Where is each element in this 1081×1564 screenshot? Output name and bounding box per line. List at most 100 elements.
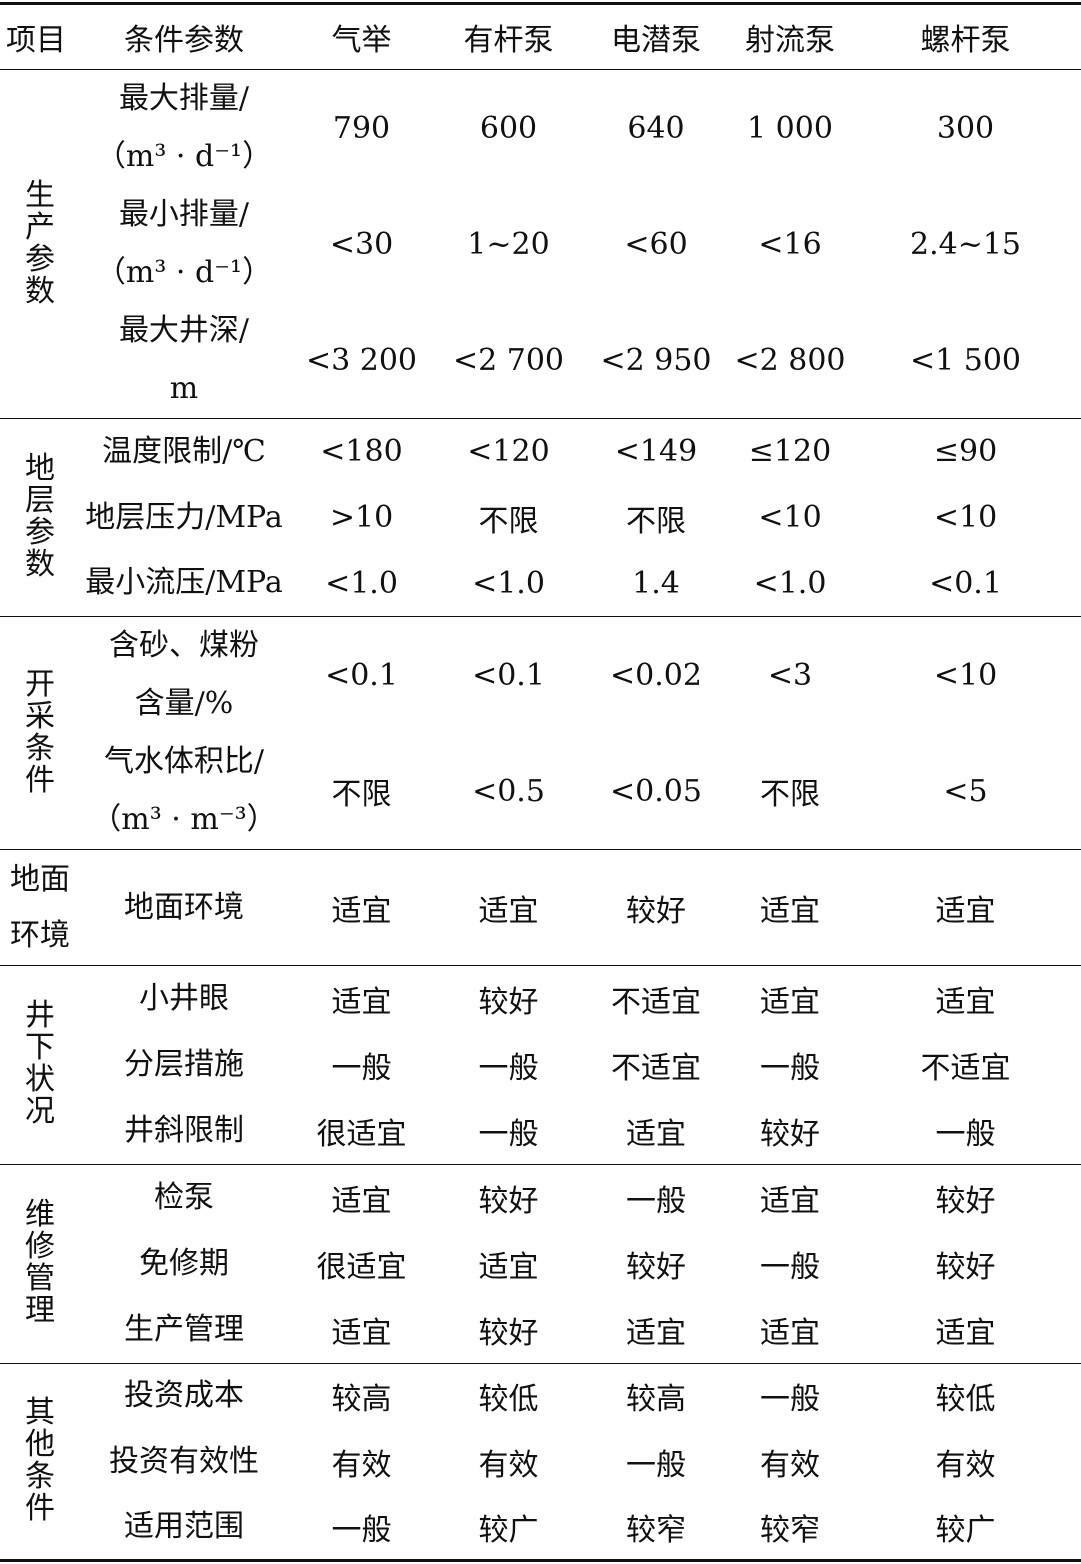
parameter-cell: 地面环境 xyxy=(80,849,288,966)
section-label-cell: 地层参数 xyxy=(0,418,80,617)
parameter-label: 免修期 xyxy=(139,1245,229,1281)
parameter-label: 气水体积比/ xyxy=(103,744,265,779)
section-label-cell: 开采条件 xyxy=(0,616,80,850)
value-cell-screw-pump: 适宜 xyxy=(935,1315,996,1351)
value-cell-esp: 640 xyxy=(582,69,730,186)
value-cell-gas-lift: 一般 xyxy=(288,1494,435,1562)
value-cell-esp: 适宜 xyxy=(626,1315,686,1351)
parameter-cell: 含砂、煤粉含量/% xyxy=(80,616,288,733)
value-cell-rod-pump: 有效 xyxy=(478,1447,539,1483)
value-cell-rod-pump: 较好 xyxy=(478,1315,539,1351)
table-row: 地层压力/MPa >10 不限 不限 <10 <10 xyxy=(0,485,1081,551)
value-cell-esp: 不限 xyxy=(626,503,686,539)
section-label: 井下状况 xyxy=(25,998,55,1130)
section-label-cell: 维修管理 xyxy=(0,1163,80,1364)
value-cell-rod-pump: <2 700 xyxy=(452,342,565,378)
value-cell-jet-pump: <16 xyxy=(758,226,822,262)
parameter-cell: 最小排量/ （m³ · d⁻¹） xyxy=(80,186,288,302)
parameter-label: 含量/% xyxy=(134,686,234,721)
value-cell-esp: 较高 xyxy=(582,1362,730,1429)
value-cell-screw-pump: 较好 xyxy=(935,1249,996,1285)
value-cell-gas-lift: 较高 xyxy=(288,1362,435,1429)
value-cell-jet-pump: 较窄 xyxy=(730,1494,850,1562)
parameter-cell: 最大排量/ （m³ · d⁻¹） xyxy=(80,69,288,186)
header-rod-pump: 有杆泵 xyxy=(435,2,582,70)
parameter-label: （m³ · m⁻³） xyxy=(91,802,277,837)
parameter-cell: 井斜限制 xyxy=(80,1098,288,1164)
value-cell-rod-pump: <1.0 xyxy=(472,565,545,601)
parameter-label: 含砂、煤粉 xyxy=(109,628,259,663)
parameter-label: 井斜限制 xyxy=(124,1112,244,1148)
table-row: 投资有效性 有效 有效 一般 有效 有效 xyxy=(0,1429,1081,1495)
parameter-label: 地层压力/MPa xyxy=(85,499,283,535)
value-cell-esp: 较好 xyxy=(582,849,730,966)
parameter-label: 最大井深/ xyxy=(118,313,250,348)
value-cell-jet-pump: 一般 xyxy=(760,1050,820,1086)
table-row: 维修管理 检泵 适宜 较好 一般 适宜 较好 xyxy=(0,1163,1081,1364)
value-cell-jet-pump: 适宜 xyxy=(730,1163,850,1231)
value-cell-gas-lift: 790 xyxy=(288,69,435,186)
value-cell-screw-pump: <0.1 xyxy=(929,565,1002,601)
table-row: 适用范围 一般 较广 较窄 较窄 较广 xyxy=(0,1494,1081,1562)
value-cell-screw-pump: 适宜 xyxy=(850,964,1081,1032)
value-cell-screw-pump: 有效 xyxy=(935,1447,996,1483)
value-cell-gas-lift: 有效 xyxy=(331,1447,392,1483)
value-cell-screw-pump: <10 xyxy=(933,500,998,535)
value-cell-jet-pump: 一般 xyxy=(730,1362,850,1429)
value-cell-screw-pump: 较低 xyxy=(850,1362,1081,1429)
parameter-cell: 生产管理 xyxy=(80,1297,288,1363)
value-cell-gas-lift: 适宜 xyxy=(288,849,435,966)
value-cell-rod-pump: <120 xyxy=(435,418,582,485)
value-cell-gas-lift: 适宜 xyxy=(288,964,435,1032)
parameter-cell: 最小流压/MPa xyxy=(80,551,288,617)
value-cell-esp: 1.4 xyxy=(632,565,680,601)
section-label: 维修管理 xyxy=(25,1197,55,1329)
value-cell-rod-pump: 适宜 xyxy=(435,849,582,966)
table-row: 最小流压/MPa <1.0 <1.0 1.4 <1.0 <0.1 xyxy=(0,551,1081,617)
value-cell-screw-pump: <10 xyxy=(850,616,1081,733)
parameter-label: 投资有效性 xyxy=(109,1443,259,1479)
parameter-label: 温度限制/℃ xyxy=(102,433,266,469)
value-cell-screw-pump: 300 xyxy=(850,69,1081,186)
value-cell-gas-lift: 不限 xyxy=(331,777,392,812)
value-cell-screw-pump: 不适宜 xyxy=(920,1050,1011,1086)
parameter-cell: 分层措施 xyxy=(80,1032,288,1098)
parameter-cell: 温度限制/℃ xyxy=(80,418,288,485)
value-cell-rod-pump: <0.5 xyxy=(472,773,545,809)
section-label-cell: 生产参数 xyxy=(0,69,80,419)
value-cell-gas-lift: <0.1 xyxy=(288,616,435,733)
value-cell-screw-pump: 较广 xyxy=(850,1494,1081,1562)
value-cell-esp: 不适宜 xyxy=(611,1050,701,1086)
value-cell-esp: 较好 xyxy=(626,1249,686,1285)
value-cell-esp: <149 xyxy=(582,418,730,485)
value-cell-esp: 一般 xyxy=(582,1163,730,1231)
section-label: 其他条件 xyxy=(25,1394,55,1526)
parameter-label: 地面环境 xyxy=(124,889,244,925)
header-jet-pump: 射流泵 xyxy=(730,2,850,70)
header-gas-lift: 气举 xyxy=(288,2,435,70)
section-label: 地面环境 xyxy=(10,861,70,953)
value-cell-screw-pump: <1 500 xyxy=(909,342,1022,378)
table-row: 井下状况 小井眼 适宜 较好 不适宜 适宜 适宜 xyxy=(0,964,1081,1165)
parameter-cell: 小井眼 xyxy=(80,964,288,1032)
value-cell-gas-lift: 很适宜 xyxy=(316,1116,407,1152)
parameter-cell: 免修期 xyxy=(80,1231,288,1297)
parameter-label: 小井眼 xyxy=(139,980,229,1016)
table-row: 最小排量/ （m³ · d⁻¹） <30 1~20 <60 <16 2.4~15 xyxy=(0,186,1081,302)
parameter-cell: 投资成本 xyxy=(80,1362,288,1429)
value-cell-screw-pump: 较好 xyxy=(850,1163,1081,1231)
value-cell-jet-pump: <3 xyxy=(730,616,850,733)
value-cell-jet-pump: <2 800 xyxy=(734,342,846,378)
table-row: 生产参数 最大排量/ （m³ · d⁻¹） 790 600 640 1 000 300 xyxy=(0,69,1081,419)
value-cell-screw-pump: <5 xyxy=(943,773,988,809)
value-cell-jet-pump: 适宜 xyxy=(730,849,850,966)
value-cell-esp: 较窄 xyxy=(582,1494,730,1562)
value-cell-gas-lift: 适宜 xyxy=(288,1163,435,1231)
table-row: 地层参数 温度限制/℃ <180 <120 <149 ≤120 ≤90 xyxy=(0,418,1081,617)
parameter-label: 最大排量/ xyxy=(118,81,250,116)
table-row: 开采条件 含砂、煤粉 含量/% <0.1 <0.1 <0.02 <3 <10 xyxy=(0,616,1081,850)
table-row: 其他条件 投资成本 较高 较低 较高 一般 较低 xyxy=(0,1362,1081,1562)
header-item: 项目 xyxy=(0,2,80,70)
header-parameter: 条件参数 xyxy=(80,2,288,70)
